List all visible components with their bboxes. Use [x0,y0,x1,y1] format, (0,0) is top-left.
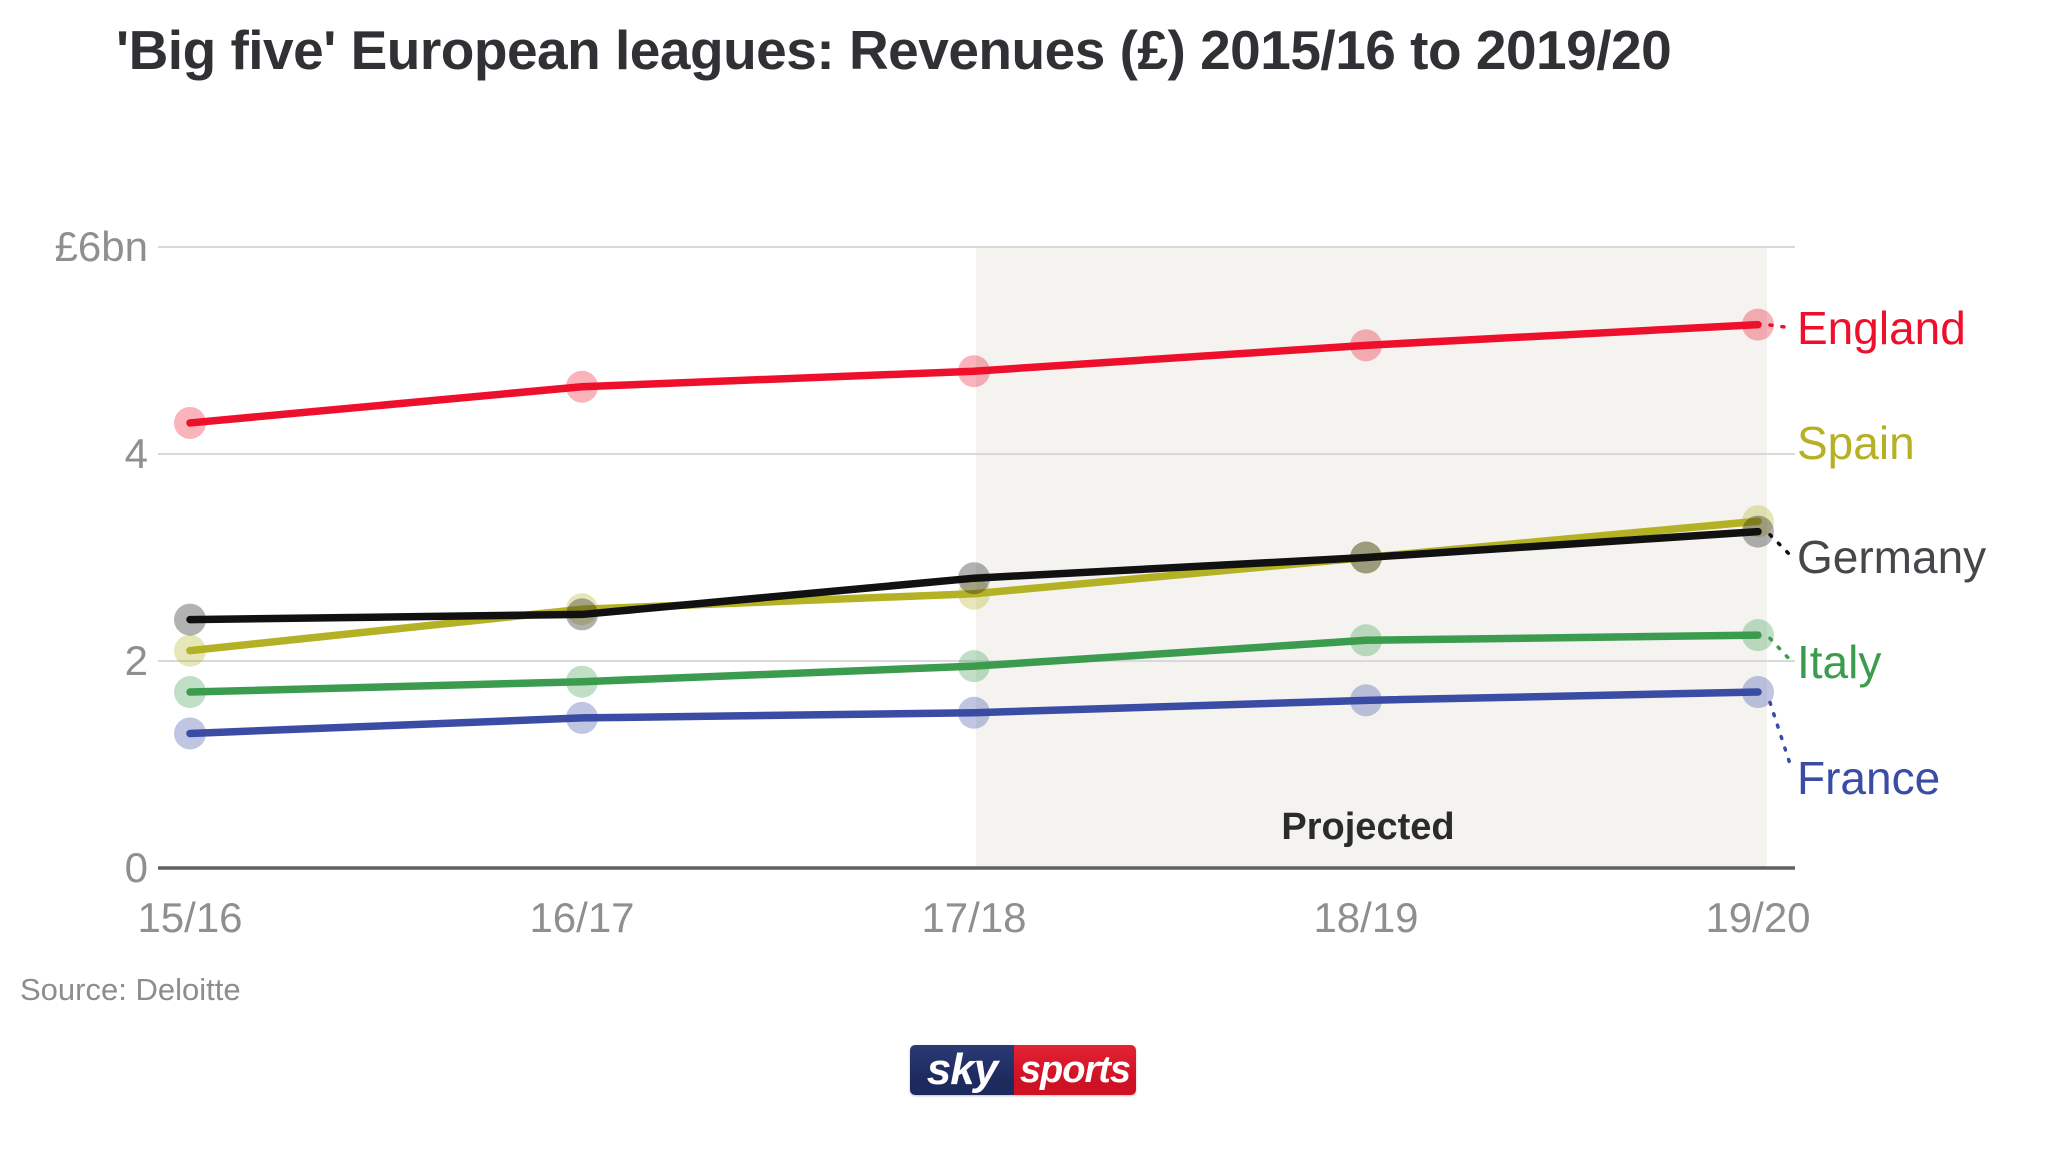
data-point-england-15/16 [174,406,206,439]
data-point-italy-17/18 [958,650,990,683]
series-line-england [186,320,1762,427]
data-point-france-15/16 [174,717,206,750]
projected-label: Projected [1281,806,1455,848]
y-axis-tick-label: £6bn [54,223,148,270]
leader-line-france [1768,700,1794,772]
data-point-france-18/19 [1350,684,1382,717]
source-label: Source: Deloitte [20,972,241,1007]
leader-line-germany [1768,532,1794,559]
legend-label-england: England [1797,302,1966,354]
data-point-spain-17/18 [958,577,990,610]
data-point-germany-19/20 [1742,515,1774,548]
sky-logo-left: sky [910,1045,1014,1095]
legend-label-france: France [1797,752,1941,804]
data-point-italy-19/20 [1742,619,1774,652]
sky-sports-logo: sky sports [910,1045,1136,1095]
series-line-germany [186,527,1762,624]
data-point-germany-16/17 [566,598,598,631]
x-axis-tick-label: 16/17 [529,894,635,941]
y-axis-tick-label: 4 [124,430,148,477]
data-point-germany-15/16 [174,603,206,636]
sky-logo-right: sports [1014,1045,1136,1095]
legend-label-spain: Spain [1797,417,1915,469]
chart-title: 'Big five' European leagues: Revenues (£… [116,19,1672,81]
data-point-germany-18/19 [1350,541,1382,574]
legend-label-germany: Germany [1797,531,1987,583]
data-point-spain-15/16 [174,634,206,667]
data-point-england-19/20 [1742,308,1774,341]
legend-label-italy: Italy [1797,636,1882,688]
data-point-italy-15/16 [174,676,206,709]
series-line-italy [186,631,1762,696]
x-axis-tick-label: 15/16 [137,894,243,941]
data-point-england-17/18 [958,355,990,388]
data-point-italy-16/17 [566,665,598,698]
leader-line-italy [1768,636,1794,664]
data-point-england-18/19 [1350,329,1382,362]
x-axis-tick-label: 18/19 [1313,894,1419,941]
y-axis-tick-label: 2 [124,637,148,684]
data-point-france-19/20 [1742,676,1774,709]
data-point-france-17/18 [958,696,990,729]
data-point-england-16/17 [566,370,598,403]
data-point-germany-17/18 [958,562,990,595]
x-axis-tick-label: 17/18 [921,894,1027,941]
data-point-italy-18/19 [1350,624,1382,657]
data-point-france-16/17 [566,701,598,734]
leader-line-england [1768,323,1794,330]
series-line-france [186,688,1762,738]
y-axis-tick-label: 0 [124,844,148,891]
x-axis-tick-label: 19/20 [1705,894,1811,941]
